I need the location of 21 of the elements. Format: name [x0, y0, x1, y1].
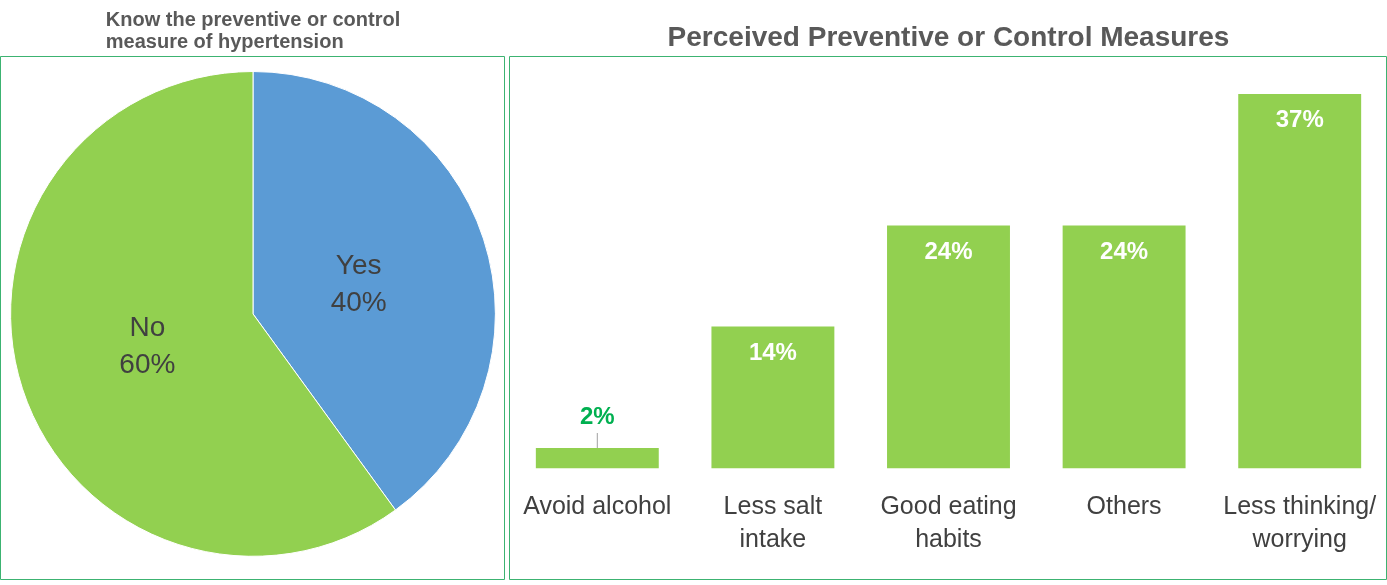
slice-label: No	[129, 311, 166, 343]
bar	[1238, 93, 1362, 469]
slice-label: Yes	[335, 248, 382, 280]
x-tick-label: Good eating habits	[880, 490, 1017, 553]
bar	[535, 447, 659, 469]
x-tick-label: Avoid alcohol	[523, 490, 672, 519]
x-tick-label: Less salt intake	[723, 490, 823, 553]
bar	[1062, 225, 1186, 469]
data-label: 24%	[1100, 236, 1149, 264]
data-label: 37%	[1275, 105, 1324, 133]
x-tick-label: Others	[1086, 490, 1162, 519]
data-label: 24%	[924, 236, 973, 264]
x-tick-label: Less thinking/ worrying	[1223, 490, 1377, 553]
chart-title: Perceived Preventive or Control Measures	[667, 20, 1230, 52]
data-label: 60%	[119, 348, 176, 380]
data-label: 14%	[748, 337, 797, 365]
chart-title: Know the preventive or control measure of hypertension	[105, 7, 401, 52]
data-label: 40%	[330, 285, 387, 317]
bar	[711, 326, 835, 469]
bar	[887, 225, 1010, 469]
data-label: 2%	[579, 402, 615, 430]
